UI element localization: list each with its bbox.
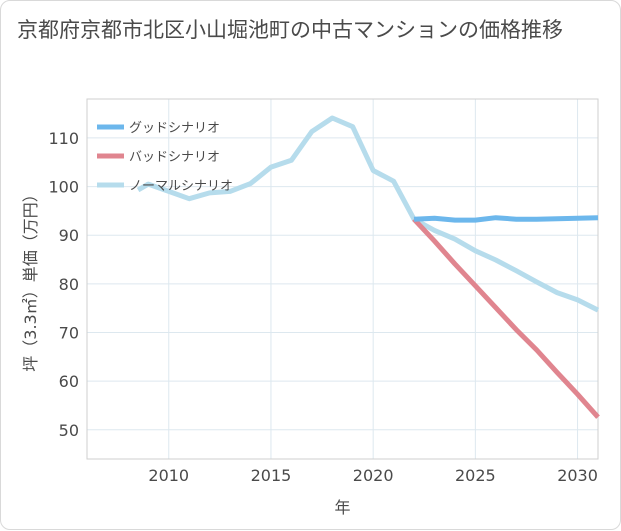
legend-label: ノーマルシナリオ [129, 179, 233, 194]
x-tick-label: 2030 [557, 466, 598, 485]
grid-lines [87, 99, 598, 459]
legend-label: グッドシナリオ [129, 121, 220, 136]
series-line-3 [136, 115, 600, 313]
y-tick-label: 70 [59, 324, 79, 343]
x-axis-ticks: 2010 2015 2020 2025 2030 [148, 466, 598, 485]
x-tick-label: 2025 [455, 466, 496, 485]
y-tick-label: 60 [59, 372, 79, 391]
chart-title: 京都府京都市北区小山堀池町の中古マンションの価格推移 [17, 18, 563, 42]
x-axis-label: 年 [334, 498, 350, 517]
x-tick-label: 2010 [148, 466, 189, 485]
y-tick-label: 80 [59, 275, 79, 294]
plot-area [86, 98, 599, 460]
series-line-2 [412, 217, 600, 419]
y-axis-ticks: 50 60 70 80 90 100 110 [48, 129, 79, 440]
x-tick-label: 2020 [353, 466, 394, 485]
y-tick-label: 90 [59, 226, 79, 245]
x-tick-label: 2015 [251, 466, 292, 485]
y-axis-label: 坪（3.3㎡）単価（万円） [21, 186, 40, 371]
series-lines [136, 115, 600, 419]
series-line-1 [413, 215, 599, 223]
y-tick-label: 110 [48, 129, 79, 148]
y-tick-label: 50 [59, 421, 79, 440]
legend-label: バッドシナリオ [129, 150, 220, 165]
y-tick-label: 100 [48, 178, 79, 197]
